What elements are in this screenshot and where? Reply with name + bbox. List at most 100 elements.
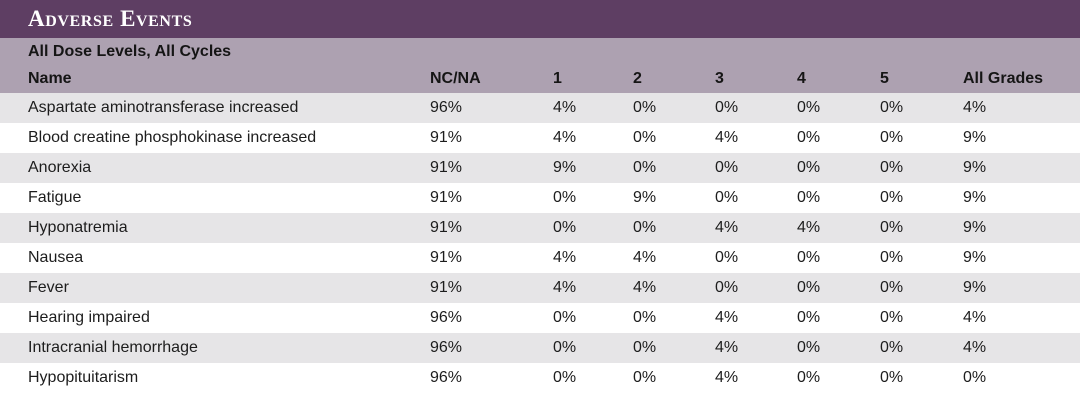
grade-value-cell: 0%	[715, 189, 739, 206]
grade-value-cell: 91%	[430, 249, 463, 266]
column-header-5: 5	[880, 70, 889, 87]
table-row: Fever 91% 4% 4% 0% 0% 0% 9%	[0, 273, 1080, 303]
grade-value-cell: 96%	[430, 99, 463, 116]
column-header-all-grades: All Grades	[963, 70, 1044, 87]
grade-value-cell: 96%	[430, 369, 463, 386]
table-row: Anorexia 91% 9% 0% 0% 0% 0% 9%	[0, 153, 1080, 183]
grade-value-cell: 4%	[963, 309, 987, 326]
grade-value-cell: 0%	[633, 219, 657, 236]
grade-value-cell: 0%	[553, 219, 577, 236]
table-row: Intracranial hemorrhage 96% 0% 0% 4% 0% 0% 4%	[0, 333, 1080, 363]
grade-value-cell: 4%	[715, 219, 739, 236]
grade-value-cell: 0%	[880, 219, 904, 236]
grade-value-cell: 91%	[430, 129, 463, 146]
event-name-cell: Anorexia	[28, 159, 92, 176]
column-header-1: 1	[553, 70, 562, 87]
grade-value-cell: 91%	[430, 159, 463, 176]
grade-value-cell: 9%	[553, 159, 577, 176]
grade-value-cell: 0%	[797, 159, 821, 176]
grade-value-cell: 0%	[715, 249, 739, 266]
grade-value-cell: 0%	[880, 279, 904, 296]
grade-value-cell: 0%	[633, 369, 657, 386]
table-row: Hyponatremia 91% 0% 0% 4% 4% 0% 9%	[0, 213, 1080, 243]
grade-value-cell: 0%	[797, 369, 821, 386]
grade-value-cell: 91%	[430, 189, 463, 206]
grade-value-cell: 0%	[715, 99, 739, 116]
grade-value-cell: 4%	[715, 339, 739, 356]
grade-value-cell: 0%	[880, 159, 904, 176]
column-header-row: Name NC/NA 1 2 3 4 5 All Grades	[0, 65, 1080, 93]
grade-value-cell: 9%	[963, 249, 987, 266]
table-subtitle-bar: All Dose Levels, All Cycles	[0, 38, 1080, 65]
column-header-3: 3	[715, 70, 724, 87]
table-row: Blood creatine phosphokinase increased 91…	[0, 123, 1080, 153]
grade-value-cell: 9%	[963, 219, 987, 236]
grade-value-cell: 9%	[963, 129, 987, 146]
grade-value-cell: 0%	[553, 189, 577, 206]
grade-value-cell: 0%	[880, 249, 904, 266]
grade-value-cell: 0%	[880, 339, 904, 356]
grade-value-cell: 0%	[963, 369, 987, 386]
event-name-cell: Fever	[28, 279, 69, 296]
event-name-cell: Fatigue	[28, 189, 82, 206]
event-name-cell: Aspartate aminotransferase increased	[28, 99, 299, 116]
grade-value-cell: 9%	[963, 189, 987, 206]
table-header-band: All Dose Levels, All Cycles Name NC/NA 1 2 3…	[0, 38, 1080, 93]
grade-value-cell: 0%	[797, 339, 821, 356]
column-header-2: 2	[633, 70, 642, 87]
table-body: Aspartate aminotransferase increased 96% 4…	[0, 93, 1080, 393]
grade-value-cell: 9%	[963, 159, 987, 176]
event-name-cell: Hyponatremia	[28, 219, 128, 236]
grade-value-cell: 4%	[715, 369, 739, 386]
grade-value-cell: 4%	[715, 309, 739, 326]
event-name-cell: Nausea	[28, 249, 84, 266]
grade-value-cell: 0%	[553, 309, 577, 326]
grade-value-cell: 9%	[963, 279, 987, 296]
grade-value-cell: 4%	[633, 249, 657, 266]
grade-value-cell: 91%	[430, 219, 463, 236]
grade-value-cell: 0%	[797, 129, 821, 146]
table-row: Hypopituitarism 96% 0% 0% 4% 0% 0% 0%	[0, 363, 1080, 393]
grade-value-cell: 0%	[553, 339, 577, 356]
grade-value-cell: 0%	[633, 339, 657, 356]
grade-value-cell: 0%	[797, 279, 821, 296]
grade-value-cell: 0%	[880, 369, 904, 386]
grade-value-cell: 91%	[430, 279, 463, 296]
column-header-name: Name	[28, 70, 72, 87]
grade-value-cell: 0%	[880, 309, 904, 326]
table-row: Fatigue 91% 0% 9% 0% 0% 0% 9%	[0, 183, 1080, 213]
grade-value-cell: 0%	[797, 309, 821, 326]
grade-value-cell: 96%	[430, 339, 463, 356]
event-name-cell: Hearing impaired	[28, 309, 150, 326]
grade-value-cell: 9%	[633, 189, 657, 206]
table-subtitle: All Dose Levels, All Cycles	[28, 42, 232, 60]
grade-value-cell: 0%	[553, 369, 577, 386]
table-title: Adverse Events	[28, 6, 193, 31]
grade-value-cell: 0%	[633, 99, 657, 116]
table-row: Aspartate aminotransferase increased 96% 4…	[0, 93, 1080, 123]
grade-value-cell: 4%	[633, 279, 657, 296]
grade-value-cell: 0%	[880, 129, 904, 146]
grade-value-cell: 0%	[797, 249, 821, 266]
event-name-cell: Blood creatine phosphokinase increased	[28, 129, 317, 146]
grade-value-cell: 0%	[797, 99, 821, 116]
grade-value-cell: 4%	[715, 129, 739, 146]
grade-value-cell: 0%	[633, 159, 657, 176]
grade-value-cell: 0%	[715, 279, 739, 296]
table-row: Nausea 91% 4% 4% 0% 0% 0% 9%	[0, 243, 1080, 273]
grade-value-cell: 0%	[633, 129, 657, 146]
grade-value-cell: 96%	[430, 309, 463, 326]
table-row: Hearing impaired 96% 0% 0% 4% 0% 0% 4%	[0, 303, 1080, 333]
column-header-4: 4	[797, 70, 806, 87]
grade-value-cell: 4%	[963, 339, 987, 356]
event-name-cell: Hypopituitarism	[28, 369, 139, 386]
grade-value-cell: 0%	[797, 189, 821, 206]
grade-value-cell: 4%	[553, 249, 577, 266]
grade-value-cell: 0%	[633, 309, 657, 326]
event-name-cell: Intracranial hemorrhage	[28, 339, 198, 356]
grade-value-cell: 4%	[797, 219, 821, 236]
grade-value-cell: 0%	[880, 99, 904, 116]
grade-value-cell: 0%	[715, 159, 739, 176]
grade-value-cell: 4%	[553, 99, 577, 116]
table-title-bar: Adverse Events	[0, 0, 1080, 38]
